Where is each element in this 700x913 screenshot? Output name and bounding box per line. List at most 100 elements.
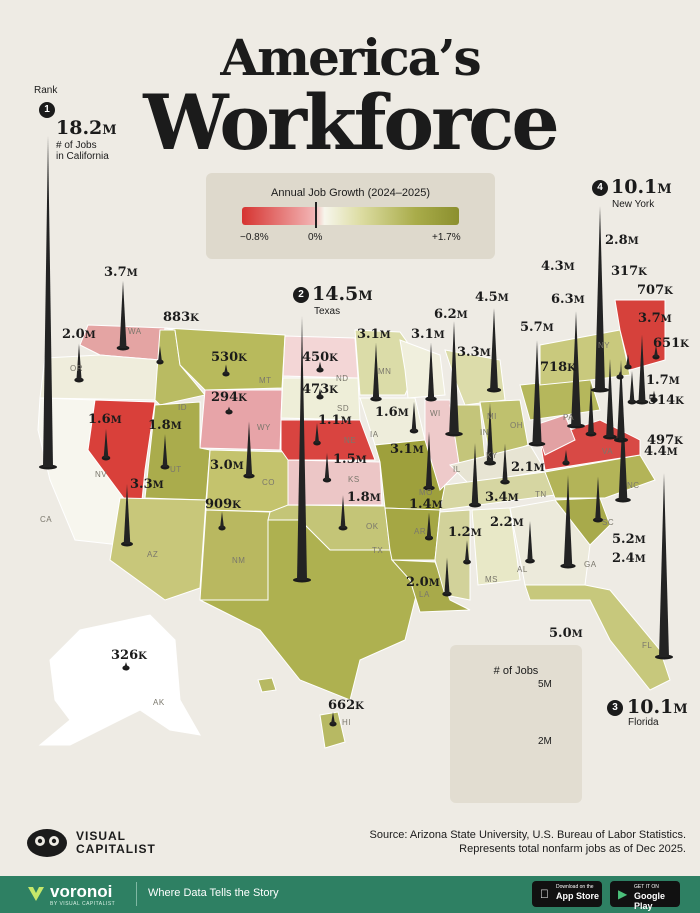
state-value-la: 2.0M [406, 575, 440, 590]
state-value-unit: M [666, 447, 678, 458]
state-value-number: 4.4 [644, 444, 667, 459]
rank-badge-newyork: 4 [592, 180, 608, 196]
spike-nd [318, 361, 322, 370]
voronoi-logo-icon [28, 887, 44, 901]
state-value-number: 317 [611, 264, 639, 279]
state-abbr-fl: FL [642, 641, 653, 650]
state-abbr-nc: NC [627, 481, 640, 490]
state-region-tx [199, 519, 421, 701]
state-value-number: 530 [211, 350, 239, 365]
state-abbr-or: OR [70, 364, 83, 373]
google-play-icon: ▶ [618, 887, 628, 901]
state-region-wi [399, 339, 446, 399]
state-value-mo: 3.1M [390, 442, 424, 457]
state-value-unit: M [232, 461, 244, 472]
legend-zero-label: 0% [308, 232, 323, 243]
state-value-unit: M [170, 421, 182, 432]
app-store-button[interactable]:  Download on the App Store [532, 881, 602, 907]
source-line-1: Source: Arizona State University, U.S. B… [369, 829, 687, 841]
state-region-ak [38, 614, 201, 746]
state-abbr-oh: OH [510, 421, 523, 430]
brand-line-1: VISUAL [76, 829, 127, 843]
state-abbr-ia: IA [370, 430, 379, 439]
state-value-ms: 1.2M [448, 525, 482, 540]
state-abbr-ar: AR [414, 527, 427, 536]
spike-ak [124, 662, 128, 668]
spike-florida [659, 473, 669, 657]
state-value-number: 1.8 [148, 418, 171, 433]
state-value-number: 3.7 [104, 265, 127, 280]
state-value-unit: K [638, 267, 647, 278]
state-value-unit: M [627, 236, 639, 247]
spike-mi [490, 308, 498, 390]
state-abbr-in: IN [480, 428, 489, 437]
state-value-unit: M [470, 528, 482, 539]
legend-min-label: −0.8% [240, 232, 269, 243]
google-play-button[interactable]: ▶ GET IT ON Google Play [610, 881, 680, 911]
state-value-number: 450 [302, 350, 330, 365]
state-abbr-sd: SD [337, 404, 350, 413]
state-abbr-id: ID [178, 403, 187, 412]
state-value-wy: 294K [211, 390, 247, 405]
state-value-number: 2.4 [612, 551, 635, 566]
spike-texas [297, 316, 307, 580]
state-value-de: 497K [647, 433, 683, 448]
state-value-number: 5.2 [612, 532, 635, 547]
state-value-unit: M [431, 500, 443, 511]
state-region-nv [87, 399, 156, 522]
state-value-unit: M [340, 416, 352, 427]
state-abbr-ak: AK [153, 698, 165, 707]
spike-wy [227, 406, 231, 412]
spike-wi [427, 342, 435, 399]
spike-mt [224, 364, 228, 374]
state-value-number: 3.1 [357, 327, 380, 342]
state-value-number: 3.1 [411, 327, 434, 342]
state-abbr-mn: MN [378, 367, 392, 376]
state-value-ia: 1.6M [375, 405, 409, 420]
spike-ok [340, 495, 346, 528]
spike-vt [618, 371, 622, 377]
state-value-oh: 5.7M [520, 320, 554, 335]
state-value-unit: K [329, 353, 338, 364]
state-value-nd: 450K [302, 350, 338, 365]
state-region-ar [384, 507, 441, 561]
state-region-ms [434, 509, 471, 601]
state-region-hi [257, 677, 346, 749]
state-value-unit: K [238, 353, 247, 364]
spike-wa [119, 280, 127, 348]
newyork-value-unit: M [657, 182, 672, 197]
state-abbr-ms: MS [485, 575, 498, 584]
state-value-unit: K [675, 396, 684, 407]
state-value-al: 2.2M [490, 515, 524, 530]
state-region-pa [519, 377, 601, 421]
state-value-or: 2.0M [62, 327, 96, 342]
state-value-unit: M [110, 415, 122, 426]
state-value-tn: 3.4M [485, 490, 519, 505]
state-value-ga: 5.0M [549, 626, 583, 641]
spike-pa [571, 311, 581, 426]
spike-nm [220, 511, 224, 528]
state-value-unit: M [497, 293, 509, 304]
rank-badge-texas: 2 [293, 287, 309, 303]
state-abbr-il: IL [453, 465, 461, 474]
spike-ks [324, 452, 330, 480]
state-value-md: 2.8M [605, 233, 639, 248]
state-value-number: 2.2 [490, 515, 513, 530]
footer-tagline: Where Data Tells the Story [148, 887, 279, 899]
spike-mn [372, 342, 380, 399]
state-value-unit: K [190, 313, 199, 324]
california-value-number: 18.2 [56, 117, 103, 139]
state-abbr-ny: NY [598, 341, 611, 350]
spike-ms [464, 540, 470, 562]
key-title: # of Jobs [493, 665, 539, 677]
state-value-wi: 3.1M [411, 327, 445, 342]
state-abbr-tn: TN [535, 490, 547, 499]
spike-newyork [595, 206, 605, 390]
state-abbr-ca: CA [40, 515, 53, 524]
legend-max-label: +1.7% [432, 232, 461, 243]
spike-nj [606, 358, 614, 437]
voronoi-wordmark[interactable]: voronoi [50, 882, 113, 901]
state-region-al [471, 507, 521, 586]
legend-title: Annual Job Growth (2024–2025) [271, 187, 430, 199]
